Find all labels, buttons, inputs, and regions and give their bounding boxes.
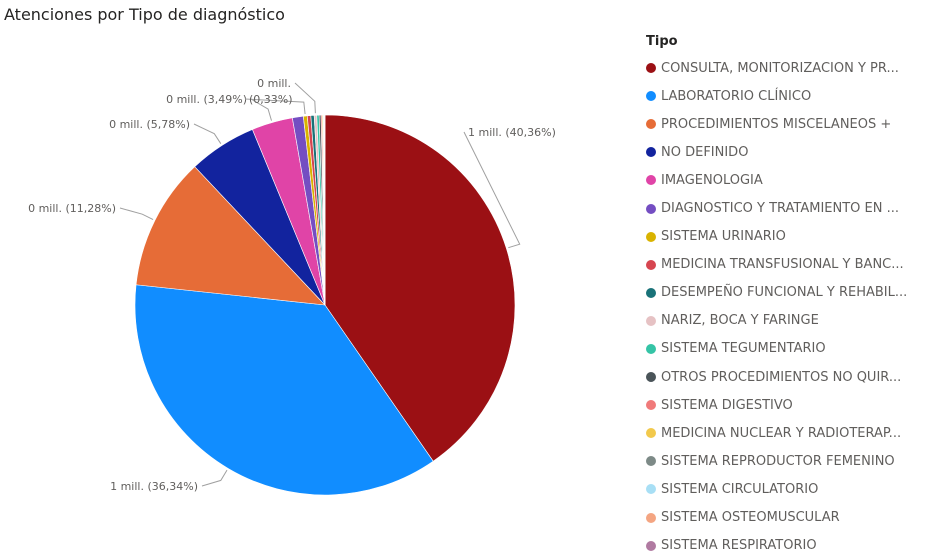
legend-item-sistema-circulatorio[interactable]: SISTEMA CIRCULATORIO <box>646 475 929 503</box>
data-label-imagenologia: 0 mill. (3,49%) <box>166 93 247 106</box>
legend-label: SISTEMA OSTEOMUSCULAR <box>661 510 840 525</box>
legend-label: SISTEMA CIRCULATORIO <box>661 482 818 497</box>
data-label-nariz-boca-y-faringe: 0 mill. <box>257 77 291 90</box>
legend-item-medicina-transfusional-y-banc[interactable]: MEDICINA TRANSFUSIONAL Y BANC... <box>646 251 929 279</box>
legend-label: SISTEMA DIGESTIVO <box>661 398 793 413</box>
legend-label: SISTEMA TEGUMENTARIO <box>661 341 826 356</box>
data-label-no-definido: 0 mill. (5,78%) <box>109 118 190 131</box>
legend-marker-icon <box>646 288 656 298</box>
legend-marker-icon <box>646 344 656 354</box>
legend-marker-icon <box>646 175 656 185</box>
legend-item-sistema-tegumentario[interactable]: SISTEMA TEGUMENTARIO <box>646 335 929 363</box>
legend-marker-icon <box>646 484 656 494</box>
legend-item-no-definido[interactable]: NO DEFINIDO <box>646 138 929 166</box>
leader-line-nariz-boca-y-faringe <box>295 83 315 113</box>
legend: Tipo CONSULTA, MONITORIZACION Y PR... LAB… <box>646 32 929 560</box>
legend-item-diagnostico-y-tratamiento-en[interactable]: DIAGNOSTICO Y TRATAMIENTO EN ... <box>646 194 929 222</box>
legend-label: LABORATORIO CLÍNICO <box>661 89 811 104</box>
legend-marker-icon <box>646 63 656 73</box>
leader-line-procedimientos-miscelaneos <box>120 208 153 220</box>
legend-label: SISTEMA RESPIRATORIO <box>661 538 817 553</box>
legend-marker-icon <box>646 541 656 551</box>
legend-marker-icon <box>646 260 656 270</box>
legend-marker-icon <box>646 400 656 410</box>
pie-chart: 1 mill. (40,36%) 1 mill. (36,34%) 0 mill. … <box>0 0 640 558</box>
legend-label: DESEMPEÑO FUNCIONAL Y REHABIL... <box>661 285 907 300</box>
legend-item-sistema-reproductor-femenino[interactable]: SISTEMA REPRODUCTOR FEMENINO <box>646 447 929 475</box>
legend-item-imagenologia[interactable]: IMAGENOLOGIA <box>646 166 929 194</box>
legend-label: SISTEMA URINARIO <box>661 229 786 244</box>
legend-marker-icon <box>646 428 656 438</box>
leader-line-no-definido <box>194 124 221 144</box>
legend-label: MEDICINA TRANSFUSIONAL Y BANC... <box>661 257 904 272</box>
legend-item-laboratorio-clinico[interactable]: LABORATORIO CLÍNICO <box>646 82 929 110</box>
legend-marker-icon <box>646 91 656 101</box>
legend-label: SISTEMA REPRODUCTOR FEMENINO <box>661 454 895 469</box>
legend-label: PROCEDIMIENTOS MISCELANEOS + <box>661 117 891 132</box>
data-label-procedimientos-miscelaneos: 0 mill. (11,28%) <box>28 202 116 215</box>
legend-label: CONSULTA, MONITORIZACION Y PR... <box>661 61 899 76</box>
legend-label: IMAGENOLOGIA <box>661 173 763 188</box>
legend-item-procedimientos-miscelaneos[interactable]: PROCEDIMIENTOS MISCELANEOS + <box>646 110 929 138</box>
legend-label: NARIZ, BOCA Y FARINGE <box>661 313 819 328</box>
legend-marker-icon <box>646 204 656 214</box>
legend-item-medicina-nuclear-y-radioterap[interactable]: MEDICINA NUCLEAR Y RADIOTERAP... <box>646 419 929 447</box>
legend-item-sistema-urinario[interactable]: SISTEMA URINARIO <box>646 223 929 251</box>
legend-item-desempeno-funcional-y-rehabil[interactable]: DESEMPEÑO FUNCIONAL Y REHABIL... <box>646 279 929 307</box>
legend-items: CONSULTA, MONITORIZACION Y PR... LABORATO… <box>646 54 929 560</box>
legend-title: Tipo <box>646 32 929 52</box>
data-label-consulta-monitorizacion-y-pr: 1 mill. (40,36%) <box>468 126 556 139</box>
data-label-sistema-urinario: (0,33%) <box>249 93 293 106</box>
legend-item-sistema-respiratorio[interactable]: SISTEMA RESPIRATORIO <box>646 532 929 560</box>
legend-item-consulta-monitorizacion-y-pr[interactable]: CONSULTA, MONITORIZACION Y PR... <box>646 54 929 82</box>
legend-label: OTROS PROCEDIMIENTOS NO QUIR... <box>661 370 901 385</box>
leader-line-laboratorio-clinico <box>202 470 227 486</box>
legend-item-sistema-digestivo[interactable]: SISTEMA DIGESTIVO <box>646 391 929 419</box>
legend-marker-icon <box>646 372 656 382</box>
legend-label: DIAGNOSTICO Y TRATAMIENTO EN ... <box>661 201 899 216</box>
legend-marker-icon <box>646 232 656 242</box>
legend-marker-icon <box>646 513 656 523</box>
legend-marker-icon <box>646 147 656 157</box>
legend-label: NO DEFINIDO <box>661 145 748 160</box>
data-label-laboratorio-clinico: 1 mill. (36,34%) <box>110 480 198 493</box>
legend-marker-icon <box>646 119 656 129</box>
legend-item-sistema-osteomuscular[interactable]: SISTEMA OSTEOMUSCULAR <box>646 504 929 532</box>
legend-item-otros-procedimientos-no-quir[interactable]: OTROS PROCEDIMIENTOS NO QUIR... <box>646 363 929 391</box>
legend-label: MEDICINA NUCLEAR Y RADIOTERAP... <box>661 426 901 441</box>
legend-marker-icon <box>646 456 656 466</box>
legend-item-nariz-boca-y-faringe[interactable]: NARIZ, BOCA Y FARINGE <box>646 307 929 335</box>
legend-marker-icon <box>646 316 656 326</box>
